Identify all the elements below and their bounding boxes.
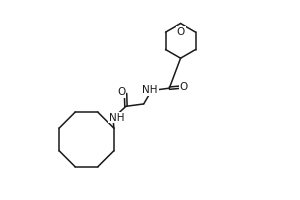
Text: NH: NH <box>142 85 158 95</box>
Text: O: O <box>180 82 188 92</box>
Text: NH: NH <box>109 113 124 123</box>
Text: O: O <box>176 27 185 37</box>
Text: O: O <box>117 87 125 97</box>
